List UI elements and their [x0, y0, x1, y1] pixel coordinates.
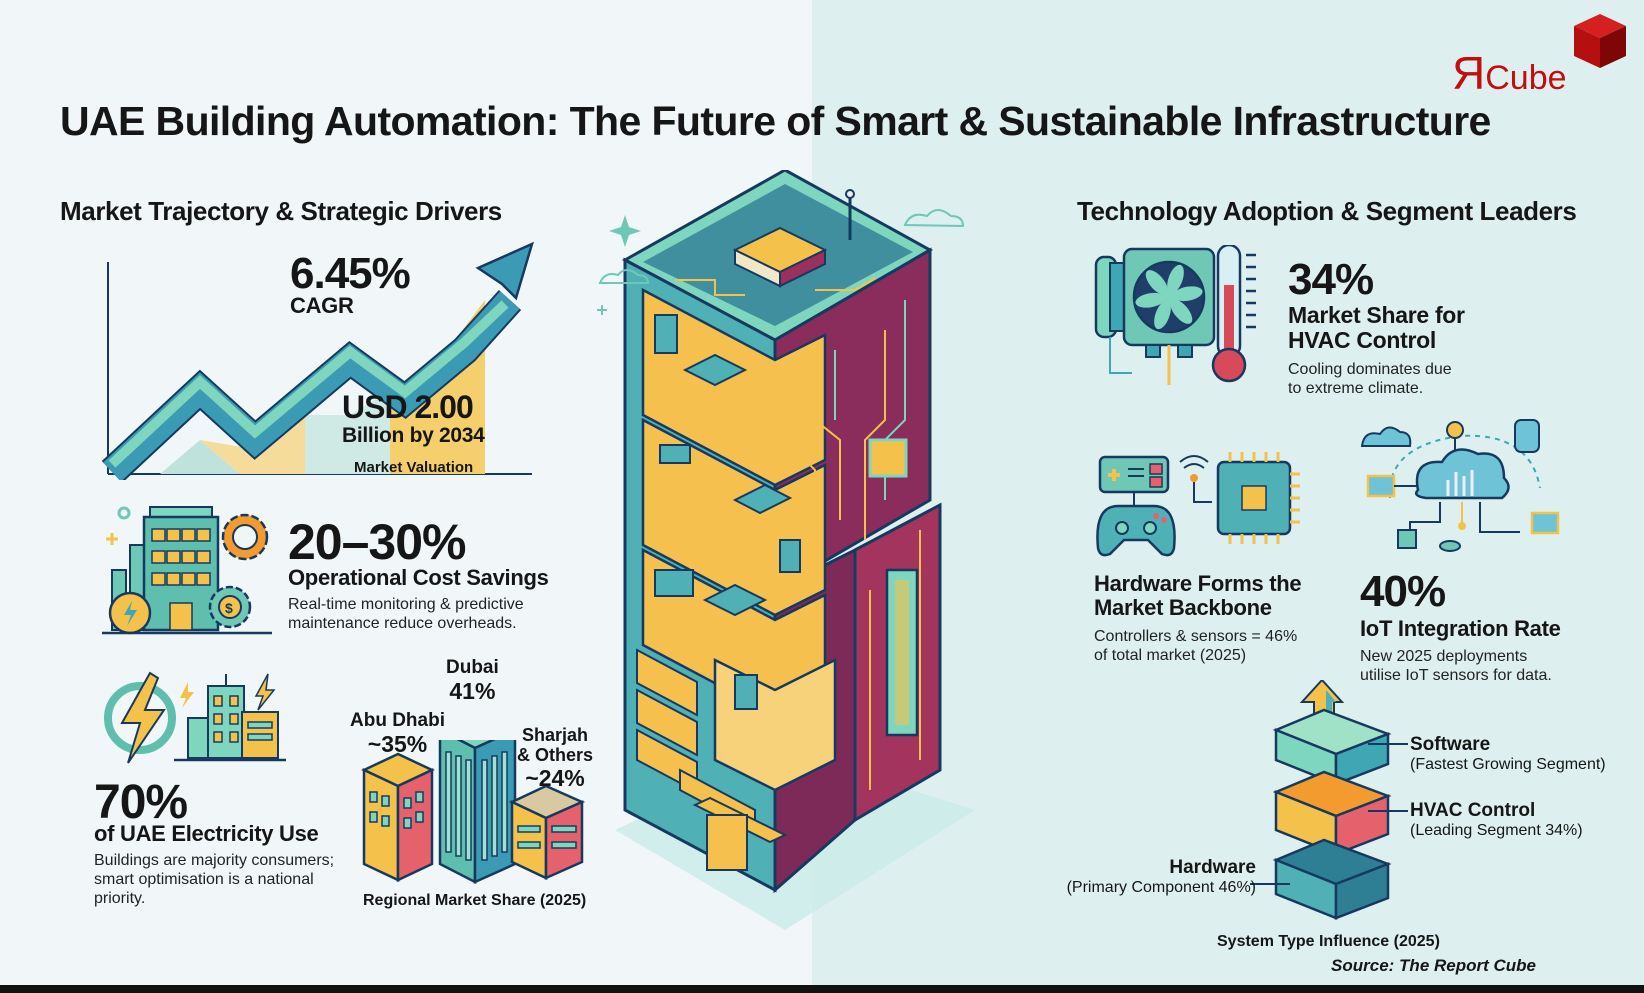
right-section-title: Technology Adoption & Segment Leaders: [1077, 196, 1577, 226]
electricity-label: of UAE Electricity Use: [94, 821, 319, 846]
electricity-desc: Buildings are majority consumers; smart …: [94, 852, 335, 908]
rising-zigzag-arrow-chart-icon: [101, 241, 534, 480]
regional-buildings-icon: [361, 740, 586, 885]
layer-hardware: Hardware (Primary Component 46%): [1066, 857, 1256, 896]
fan-thermometer-icon: [1094, 245, 1256, 385]
cagr-value: 6.45%: [290, 249, 411, 298]
lightning-city-icon: [104, 671, 286, 764]
system-type-caption: System Type Influence (2025): [1217, 933, 1440, 950]
electricity-value: 70%: [94, 776, 188, 829]
logo-text: ЯCube: [1452, 47, 1567, 99]
valuation-value: USD 2.00: [342, 389, 474, 425]
hardware-desc: Controllers & sensors = 46% of total mar…: [1094, 628, 1298, 665]
layer-stack-icon: [1272, 680, 1392, 920]
region-dubai: Dubai 41%: [446, 657, 499, 704]
iot-value: 40%: [1360, 567, 1446, 616]
page-title: UAE Building Automation: The Future of S…: [60, 98, 1491, 144]
regional-caption: Regional Market Share (2025): [363, 892, 587, 909]
layer-hvac-control: HVAC Control (Leading Segment 34%): [1410, 800, 1583, 839]
svg-text:$: $: [225, 600, 233, 616]
layer-software: Software (Fastest Growing Segment): [1410, 734, 1606, 773]
logo: ЯCube: [1452, 10, 1632, 99]
layer-leader-lines: [1250, 743, 1408, 885]
cost-savings-value: 20–30%: [288, 514, 466, 570]
smart-building-illustration: [597, 170, 975, 930]
valuation-label: Billion by 2034: [342, 424, 485, 447]
region-abu-dhabi: Abu Dhabi ~35%: [350, 710, 445, 757]
cloud-network-icon: [1360, 419, 1560, 552]
red-cube-icon: [1574, 14, 1626, 68]
cost-savings-desc: Real-time monitoring & predictive mainte…: [288, 596, 524, 633]
iot-label: IoT Integration Rate: [1360, 616, 1561, 641]
left-section-title: Market Trajectory & Strategic Drivers: [60, 196, 502, 226]
hvac-share-label: Market Share for HVAC Control: [1288, 302, 1465, 354]
hvac-share-value: 34%: [1288, 255, 1374, 304]
iot-desc: New 2025 deployments utilise IoT sensors…: [1360, 648, 1552, 685]
valuation-caption: Market Valuation: [354, 459, 474, 476]
cagr-label: CAGR: [290, 293, 354, 318]
region-sharjah-others: Sharjah & Others ~24%: [517, 725, 594, 791]
bottom-border: [0, 985, 1644, 993]
cost-savings-label: Operational Cost Savings: [288, 565, 549, 590]
hardware-label: Hardware Forms the Market Backbone: [1094, 571, 1302, 621]
building-gears-icon: $: [102, 506, 272, 635]
controller-chip-icon: [1096, 452, 1300, 557]
hvac-desc: Cooling dominates due to extreme climate…: [1288, 361, 1452, 398]
source-credit: Source: The Report Cube: [1331, 956, 1536, 975]
